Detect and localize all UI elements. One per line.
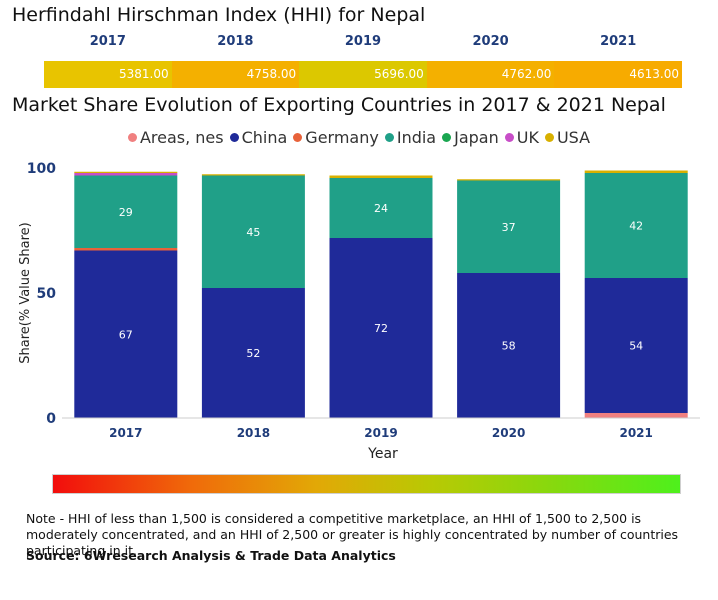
data-label: 54 — [629, 340, 643, 353]
legend-label: UK — [516, 128, 539, 147]
hhi-title: Herfindahl Hirschman Index (HHI) for Nep… — [12, 4, 426, 26]
data-label: 45 — [246, 226, 260, 239]
bar-segment — [74, 175, 178, 248]
bar-segment — [457, 179, 561, 181]
legend-marker — [442, 133, 452, 142]
data-label: 58 — [502, 340, 516, 353]
legend-label: Areas, nes — [139, 128, 224, 147]
legend-label: Germany — [305, 128, 379, 147]
bar-segment — [584, 278, 688, 413]
legend-item: USA — [544, 128, 591, 147]
stacked-bar-chart: 0 50 100 Share(% Value Share) 67 29 2017 52 45 20… — [18, 161, 700, 462]
legend-label: Japan — [454, 128, 499, 147]
bar-segment — [74, 173, 178, 176]
data-label: 72 — [374, 322, 388, 335]
data-label: 67 — [119, 328, 133, 341]
bar-segment — [329, 178, 433, 238]
bar-segment — [74, 171, 178, 173]
x-tick-label: 2020 — [492, 426, 525, 440]
legend-marker — [504, 133, 514, 142]
legend-label: China — [241, 128, 288, 147]
bar-segment — [201, 174, 305, 176]
hhi-year-label: 2017 — [89, 34, 126, 49]
legend-item: China — [229, 128, 288, 147]
bar-segment — [74, 248, 178, 251]
bar-segment — [329, 175, 433, 178]
hhi-year-label: 2020 — [472, 34, 509, 49]
legend-marker — [293, 133, 303, 142]
data-label: 37 — [502, 221, 516, 234]
hhi-year-label: 2021 — [600, 34, 637, 49]
legend-marker — [127, 133, 137, 142]
source-text: Source: 6Wresearch Analysis & Trade Data… — [26, 548, 396, 563]
bar-segment — [584, 170, 688, 173]
legend-item: Areas, nes — [127, 128, 224, 147]
hhi-value-cell: 4758.00 — [171, 61, 300, 88]
data-label: 24 — [374, 202, 388, 215]
legend-label: India — [396, 128, 437, 147]
hhi-value-cell: 4762.00 — [426, 61, 555, 88]
hhi-year-row: 2017 2018 2019 2020 2021 — [44, 34, 682, 50]
x-tick-label: 2017 — [109, 426, 142, 440]
y-tick-label: 50 — [37, 286, 57, 302]
legend-label: USA — [556, 128, 591, 147]
hhi-note: Note - HHI of less than 1,500 is conside… — [26, 511, 679, 558]
x-axis-label: Year — [367, 446, 398, 462]
y-tick-label: 100 — [27, 161, 56, 177]
legend-item: Germany — [293, 128, 379, 147]
data-label: 52 — [246, 347, 260, 360]
bar-segment — [457, 273, 561, 418]
x-tick-label: 2021 — [619, 426, 652, 440]
hhi-color-scale — [52, 474, 681, 494]
hhi-value-cell: 5381.00 — [44, 61, 172, 88]
legend-marker — [544, 133, 554, 142]
data-label: 42 — [629, 220, 643, 233]
x-tick-label: 2018 — [237, 426, 270, 440]
legend-item: UK — [504, 128, 539, 147]
legend-marker — [384, 133, 394, 142]
bar-segment — [584, 173, 688, 278]
hhi-value-cell: 5696.00 — [299, 61, 427, 88]
bar-segment — [74, 250, 178, 418]
bar-segment — [201, 175, 305, 288]
hhi-year-label: 2019 — [344, 34, 382, 49]
hhi-year-label: 2018 — [217, 34, 254, 49]
y-axis-label: Share(% Value Share) — [18, 222, 33, 364]
chart-legend: Areas, nes China Germany India Japan UK USA — [0, 128, 718, 147]
legend-item: India — [384, 128, 437, 147]
x-tick-label: 2019 — [364, 426, 397, 440]
hhi-value-cell: 4613.00 — [554, 61, 682, 88]
y-tick-label: 0 — [46, 411, 56, 427]
bar-segment — [457, 180, 561, 273]
bar-segment — [201, 288, 305, 418]
chart-title: Market Share Evolution of Exporting Coun… — [12, 94, 666, 116]
hhi-value-bar: 5381.00 4758.00 5696.00 4762.00 4613.00 — [44, 61, 682, 88]
legend-item: Japan — [442, 128, 499, 147]
bar-segment — [584, 413, 688, 418]
bar-segment — [329, 238, 433, 418]
legend-marker — [229, 133, 239, 142]
data-label: 29 — [119, 206, 133, 219]
